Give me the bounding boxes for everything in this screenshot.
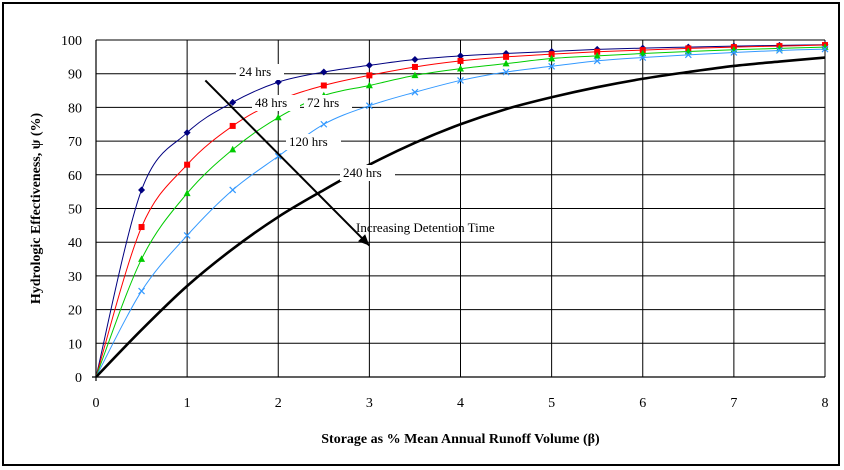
data-point-48-hrs bbox=[594, 48, 601, 55]
series-label-bg bbox=[252, 95, 300, 111]
series-label-bg bbox=[236, 64, 284, 80]
data-point-72-hrs bbox=[457, 64, 464, 72]
data-point-24-hrs bbox=[411, 56, 419, 64]
series-group bbox=[95, 41, 829, 378]
series-label: 24 hrs bbox=[239, 64, 271, 79]
series-label-bg bbox=[286, 134, 341, 150]
series-line-48-hrs bbox=[95, 44, 826, 378]
annotation-text: Increasing Detention Time bbox=[356, 220, 495, 235]
series-labels: 24 hrs 48 hrs 72 hrs 120 hrs 240 hrs bbox=[236, 64, 395, 181]
x-tick-label: 4 bbox=[457, 396, 464, 411]
data-point-72-hrs bbox=[639, 49, 647, 57]
tick-labels: 0 10 20 30 40 50 60 70 80 90 100 0 1 2 3 4 5 6 7 8 bbox=[61, 34, 829, 411]
data-point-120-hrs bbox=[639, 54, 647, 61]
series-line-120-hrs bbox=[95, 48, 826, 378]
grid bbox=[95, 39, 826, 378]
data-point-72-hrs bbox=[502, 59, 510, 67]
data-point-72-hrs bbox=[365, 81, 373, 89]
x-tick-label: 0 bbox=[93, 396, 100, 411]
y-tick-label: 80 bbox=[68, 101, 82, 116]
data-point-72-hrs bbox=[183, 189, 191, 197]
data-point-72-hrs bbox=[821, 43, 829, 50]
data-point-120-hrs bbox=[274, 152, 282, 160]
data-point-120-hrs bbox=[365, 102, 373, 110]
x-tick-label: 7 bbox=[730, 396, 737, 411]
x-tick-label: 1 bbox=[184, 396, 191, 411]
data-point-120-hrs bbox=[593, 57, 601, 65]
data-point-24-hrs bbox=[229, 98, 237, 106]
data-point-24-hrs bbox=[183, 129, 191, 137]
annotation-group: Increasing Detention Time bbox=[204, 79, 495, 247]
y-tick-label: 20 bbox=[68, 304, 82, 319]
x-tick-label: 2 bbox=[275, 396, 282, 411]
data-point-120-hrs bbox=[548, 62, 556, 70]
data-point-72-hrs bbox=[274, 113, 282, 121]
data-point-120-hrs bbox=[776, 47, 783, 54]
data-point-120-hrs bbox=[730, 49, 738, 56]
axes bbox=[92, 40, 825, 381]
series-line-72-hrs bbox=[95, 46, 826, 378]
data-point-120-hrs bbox=[411, 88, 419, 96]
data-point-48-hrs bbox=[320, 82, 327, 89]
data-point-24-hrs bbox=[457, 52, 464, 60]
y-tick-label: 10 bbox=[68, 337, 82, 352]
data-point-24-hrs bbox=[274, 78, 282, 86]
series-label: 240 hrs bbox=[343, 165, 382, 180]
data-point-72-hrs bbox=[593, 52, 601, 59]
data-point-48-hrs bbox=[548, 51, 555, 58]
data-point-120-hrs bbox=[502, 68, 510, 76]
data-point-120-hrs bbox=[138, 287, 145, 295]
y-tick-label: 40 bbox=[68, 236, 82, 251]
series-label-bg bbox=[304, 95, 352, 111]
series-label: 120 hrs bbox=[289, 134, 328, 149]
y-tick-label: 60 bbox=[68, 169, 82, 184]
data-point-48-hrs bbox=[457, 57, 464, 64]
data-point-120-hrs bbox=[320, 120, 328, 128]
y-axis-title: Hydrologic Effectiveness, ψ (%) bbox=[29, 112, 44, 304]
data-point-72-hrs bbox=[229, 145, 237, 153]
data-point-24-hrs bbox=[138, 186, 146, 194]
data-point-72-hrs bbox=[411, 71, 419, 79]
y-tick-label: 70 bbox=[68, 135, 82, 150]
y-tick-label: 30 bbox=[68, 270, 82, 285]
y-tick-label: 90 bbox=[68, 68, 82, 83]
data-point-120-hrs bbox=[821, 45, 829, 53]
data-point-48-hrs bbox=[229, 122, 236, 129]
y-tick-label: 100 bbox=[61, 34, 82, 49]
x-tick-label: 3 bbox=[366, 396, 373, 411]
data-point-120-hrs bbox=[457, 77, 464, 84]
series-label: 72 hrs bbox=[307, 95, 339, 110]
data-point-24-hrs bbox=[320, 68, 328, 76]
data-point-120-hrs bbox=[229, 186, 237, 194]
x-tick-label: 5 bbox=[548, 396, 555, 411]
x-tick-label: 8 bbox=[822, 396, 829, 411]
data-point-72-hrs bbox=[775, 44, 783, 52]
data-point-120-hrs bbox=[684, 51, 692, 59]
series-label: 48 hrs bbox=[255, 95, 287, 110]
data-point-48-hrs bbox=[411, 63, 418, 70]
annotation-arrowhead bbox=[358, 234, 370, 246]
data-point-48-hrs bbox=[184, 161, 191, 168]
data-point-48-hrs bbox=[366, 72, 373, 79]
data-point-24-hrs bbox=[365, 61, 373, 69]
y-tick-label: 0 bbox=[75, 371, 82, 386]
x-tick-label: 6 bbox=[639, 396, 646, 411]
data-point-72-hrs bbox=[548, 54, 556, 62]
y-tick-label: 50 bbox=[68, 203, 82, 218]
x-axis-title: Storage as % Mean Annual Runoff Volume (… bbox=[321, 432, 600, 447]
data-point-120-hrs bbox=[183, 232, 191, 239]
series-line-240-hrs bbox=[95, 56, 826, 378]
data-point-72-hrs bbox=[138, 255, 146, 262]
data-point-48-hrs bbox=[503, 53, 510, 60]
data-point-48-hrs bbox=[138, 224, 145, 231]
series-label-bg bbox=[340, 165, 395, 181]
annotation-arrow bbox=[204, 79, 371, 247]
